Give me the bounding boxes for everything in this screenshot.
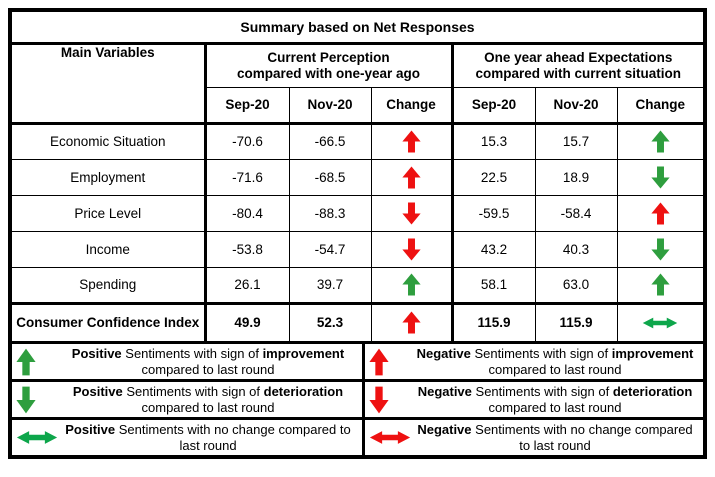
change-arrow-icon [370,302,454,342]
ex-nov20-value: 40.3 [534,230,618,268]
legend-item-positive-improvement: Positive Sentiments with sign of improve… [12,344,365,379]
change-arrow-icon [616,194,704,232]
legend-text: Negative Sentiments with sign of improve… [416,345,694,377]
change-arrow-icon [616,302,704,342]
ex-sep20-value: 43.2 [451,230,536,268]
cp-nov20-value: 39.7 [288,266,372,305]
ex-sep20-value: 15.3 [451,122,536,160]
legend-row-improvement: Positive Sentiments with sign of improve… [12,341,703,379]
change-arrow-icon [616,230,704,268]
ex-sep20-value: 58.1 [451,266,536,305]
legend-row-no-change: Positive Sentiments with no change compa… [12,417,703,455]
ex-nov20-header: Nov-20 [534,86,618,125]
legend-item-negative-deterioration: Negative Sentiments with sign of deterio… [365,382,703,417]
cp-sep20-value: 26.1 [204,266,290,305]
ex-nov20-value: 115.9 [534,302,618,342]
row-label: Economic Situation [11,122,207,160]
cp-nov20-value: 52.3 [288,302,372,342]
table-frame: Summary based on Net Responses Main Vari… [8,8,707,459]
table-title: Summary based on Net Responses [12,12,703,45]
cp-nov20-value: -66.5 [288,122,372,160]
cp-nov20-value: -88.3 [288,194,372,232]
group1-line1: Current Perception [267,49,390,65]
cp-nov20-value: -54.7 [288,230,372,268]
change-arrow-icon [370,122,454,160]
ex-change-header: Change [616,86,704,125]
row-label: Price Level [11,194,207,232]
green-down-arrow-icon [12,386,58,414]
legend-text: Negative Sentiments with sign of deterio… [417,383,693,415]
group1-line2: compared with one-year ago [236,65,421,81]
green-double-arrow-icon [12,428,58,447]
row-label: Spending [11,266,207,305]
legend-text: Negative Sentiments with no change compa… [417,421,693,453]
legend: Positive Sentiments with sign of improve… [12,341,703,455]
cp-sep20-value: -53.8 [204,230,290,268]
group2-line2: compared with current situation [475,65,682,81]
table-row-employment: Employment -71.6 -68.5 22.5 18.9 [11,158,704,196]
row-label: Employment [11,158,207,196]
legend-text: Positive Sentiments with sign of deterio… [72,383,344,415]
group2-line1: One year ahead Expectations [484,49,673,65]
table-row-price-level: Price Level -80.4 -88.3 -59.5 -58.4 [11,194,704,232]
cp-sep20-value: -71.6 [204,158,290,196]
legend-item-positive-deterioration: Positive Sentiments with sign of deterio… [12,382,365,417]
red-up-arrow-icon [365,348,411,376]
main-variables-header: Main Variables [11,44,207,125]
change-arrow-icon [370,266,454,305]
ex-nov20-value: -58.4 [534,194,618,232]
cp-sep20-value: -80.4 [204,194,290,232]
change-arrow-icon [616,122,704,160]
red-down-arrow-icon [365,386,411,414]
ex-sep20-value: -59.5 [451,194,536,232]
ex-sep20-header: Sep-20 [451,86,536,125]
legend-row-deterioration: Positive Sentiments with sign of deterio… [12,379,703,417]
table-row-spending: Spending 26.1 39.7 58.1 63.0 [11,266,704,305]
red-double-arrow-icon [365,428,411,447]
row-label: Income [11,230,207,268]
row-label: Consumer Confidence Index [11,302,207,342]
cp-sep20-value: -70.6 [204,122,290,160]
change-arrow-icon [370,230,454,268]
cp-sep20-value: 49.9 [204,302,290,342]
legend-item-negative-improvement: Negative Sentiments with sign of improve… [365,344,703,379]
legend-text: Positive Sentiments with sign of improve… [71,345,345,377]
ex-nov20-value: 18.9 [534,158,618,196]
legend-item-negative-no-change: Negative Sentiments with no change compa… [365,420,703,455]
change-arrow-icon [616,266,704,305]
expectations-group-header: One year ahead Expectations compared wit… [451,44,704,88]
green-up-arrow-icon [12,348,58,376]
ex-sep20-value: 115.9 [451,302,536,342]
cp-change-header: Change [370,86,454,125]
change-arrow-icon [616,158,704,196]
table-row-income: Income -53.8 -54.7 43.2 40.3 [11,230,704,268]
current-perception-group-header: Current Perception compared with one-yea… [204,44,454,88]
table-row-consumer-confidence-index: Consumer Confidence Index 49.9 52.3 115.… [11,302,704,342]
table-row-economic-situation: Economic Situation -70.6 -66.5 15.3 15.7 [11,122,704,160]
change-arrow-icon [370,194,454,232]
change-arrow-icon [370,158,454,196]
cp-sep20-header: Sep-20 [204,86,290,125]
cp-nov20-header: Nov-20 [288,86,372,125]
ex-sep20-value: 22.5 [451,158,536,196]
legend-item-positive-no-change: Positive Sentiments with no change compa… [12,420,365,455]
ex-nov20-value: 15.7 [534,122,618,160]
cp-nov20-value: -68.5 [288,158,372,196]
ex-nov20-value: 63.0 [534,266,618,305]
net-responses-table: Main Variables Current Perception compar… [11,44,704,342]
legend-text: Positive Sentiments with no change compa… [65,421,351,453]
